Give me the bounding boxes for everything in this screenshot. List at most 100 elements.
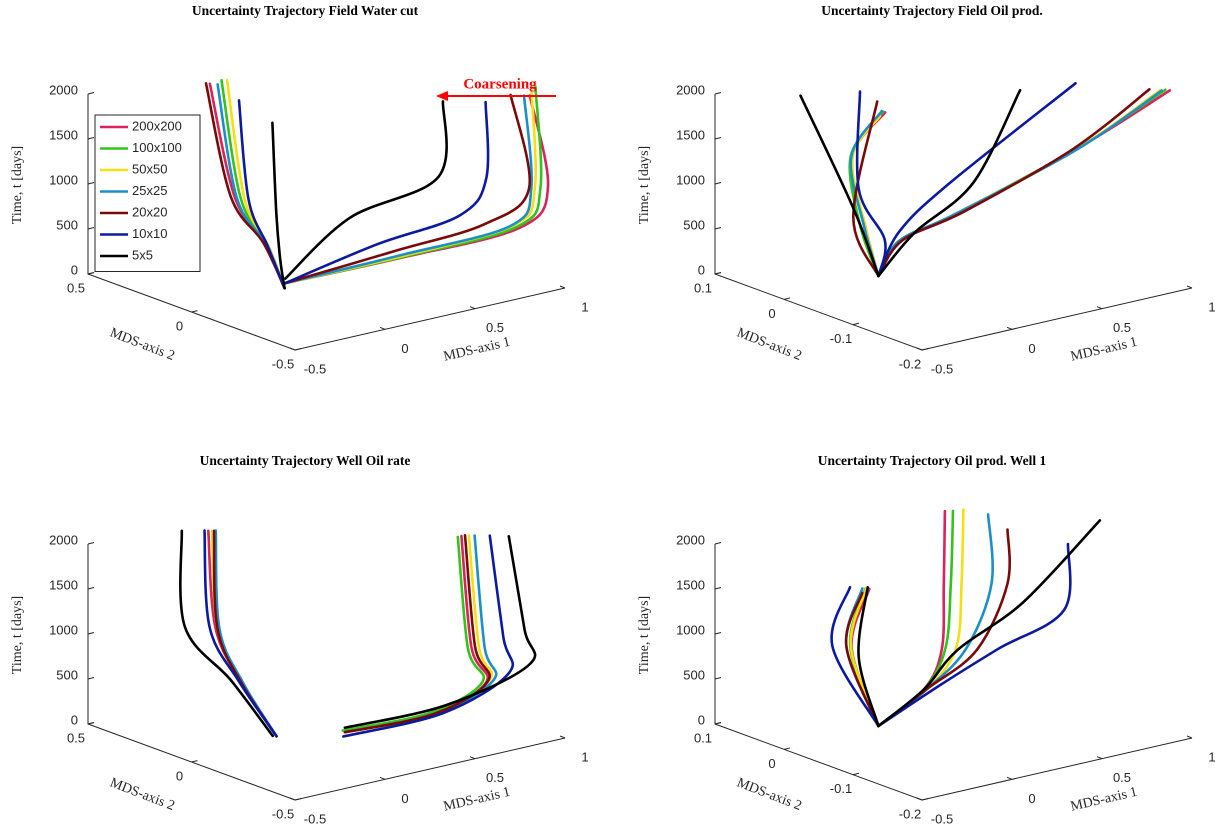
trajectory (877, 509, 947, 728)
x-tick (1096, 306, 1103, 310)
z-tick-label: 500 (683, 217, 705, 232)
y-tick (87, 272, 95, 275)
trajectory (877, 519, 1102, 728)
y-axis-label: MDS-axis 2 (735, 776, 804, 814)
y-tick-label: 0.5 (67, 280, 85, 295)
y-tick (921, 348, 929, 351)
z-tick-label: 1000 (676, 172, 705, 187)
z-tick (87, 92, 95, 95)
x-tick (469, 306, 476, 310)
chart-title: Uncertainty Trajectory Field Water cut (192, 3, 419, 18)
trajectory (830, 585, 880, 728)
x-tick-label: 0 (401, 341, 408, 356)
x-tick-label: -0.5 (304, 361, 326, 376)
y-tick-label: 0.5 (67, 730, 85, 745)
x-tick (469, 756, 476, 760)
x-tick (559, 735, 566, 739)
annotation: Coarsening (463, 76, 537, 92)
z-tick-label: 500 (683, 667, 705, 682)
trajectory (284, 89, 538, 285)
legend-label: 20x20 (132, 204, 167, 219)
x-axis-label: MDS-axis 1 (442, 785, 512, 815)
y-tick (852, 322, 860, 326)
legend-label: 100x100 (132, 140, 182, 155)
trajectory (877, 88, 1022, 278)
legend-label: 25x25 (132, 183, 167, 198)
z-tick-label: 1000 (676, 622, 705, 637)
z-tick-label: 1500 (49, 127, 78, 142)
annotation-arrowhead (436, 91, 448, 101)
legend-label: 10x10 (132, 226, 167, 241)
y-tick (783, 747, 791, 750)
y-tick-label: 0 (176, 318, 183, 333)
trajectory (877, 542, 1072, 728)
trajectory (857, 586, 880, 728)
x-tick-label: -0.5 (931, 811, 953, 826)
x-tick (379, 776, 386, 780)
trajectory (214, 529, 278, 738)
trajectory (341, 535, 486, 732)
panel: Uncertainty Trajectory Well Oil rate 0 500… (10, 453, 588, 826)
z-tick-label: 0 (71, 712, 78, 727)
trajectory (877, 82, 1077, 278)
trajectory (203, 529, 278, 738)
x-tick-label: 1 (1208, 299, 1215, 314)
x-tick-label: 1 (1208, 749, 1215, 764)
y-tick (852, 772, 860, 776)
y-tick-label: -0.1 (830, 781, 852, 796)
x-tick-label: 0.5 (486, 320, 504, 335)
axis-line (87, 544, 566, 801)
y-tick (294, 348, 302, 351)
x-tick-label: 0 (401, 791, 408, 806)
z-tick (87, 227, 95, 230)
axis-line (714, 94, 1193, 351)
y-axis-label: MDS-axis 2 (735, 326, 804, 364)
trajectory (851, 100, 880, 278)
z-tick-label: 2000 (676, 82, 705, 97)
z-tick-label: 0 (698, 262, 705, 277)
z-axis-label: Time, t [days] (637, 596, 652, 674)
z-tick (714, 632, 722, 635)
z-tick-label: 500 (56, 667, 78, 682)
trajectory (284, 94, 550, 285)
y-tick-label: 0.1 (694, 730, 712, 745)
x-axis-label: MDS-axis 1 (1069, 785, 1139, 815)
z-axis-label: Time, t [days] (637, 146, 652, 224)
trajectory (284, 100, 490, 285)
y-tick-label: 0 (768, 306, 775, 321)
trajectory (844, 591, 880, 728)
trajectory (284, 93, 532, 285)
legend-label: 200x200 (132, 118, 182, 133)
y-tick (191, 760, 198, 763)
legend-box (94, 114, 201, 272)
x-tick (1186, 285, 1193, 289)
z-tick (87, 587, 95, 590)
x-tick (916, 347, 923, 351)
x-axis-label: MDS-axis 1 (1069, 335, 1139, 365)
trajectory (342, 534, 515, 738)
y-tick-label: -0.2 (899, 356, 921, 371)
z-tick (714, 227, 722, 230)
z-tick (714, 587, 722, 590)
x-tick (916, 797, 923, 801)
z-tick (714, 677, 722, 680)
z-tick-label: 1000 (49, 622, 78, 637)
z-tick-label: 0 (698, 712, 705, 727)
legend-label: 50x50 (132, 161, 167, 176)
z-tick (87, 542, 95, 545)
z-axis-label: Time, t [days] (10, 146, 25, 224)
y-tick (783, 297, 791, 300)
z-tick-label: 2000 (49, 532, 78, 547)
x-tick-label: -0.5 (304, 811, 326, 826)
z-tick-label: 1000 (49, 172, 78, 187)
y-tick-label: 0.1 (694, 280, 712, 295)
legend-label: 5x5 (132, 247, 153, 262)
z-tick (87, 137, 95, 140)
y-tick-label: 0 (768, 756, 775, 771)
x-tick-label: 1 (581, 749, 588, 764)
trajectory (877, 88, 1151, 278)
x-tick (289, 797, 296, 801)
x-tick (379, 326, 386, 330)
panel: Uncertainty Trajectory Field Water cut 0 5… (10, 3, 588, 376)
z-tick-label: 1500 (49, 577, 78, 592)
